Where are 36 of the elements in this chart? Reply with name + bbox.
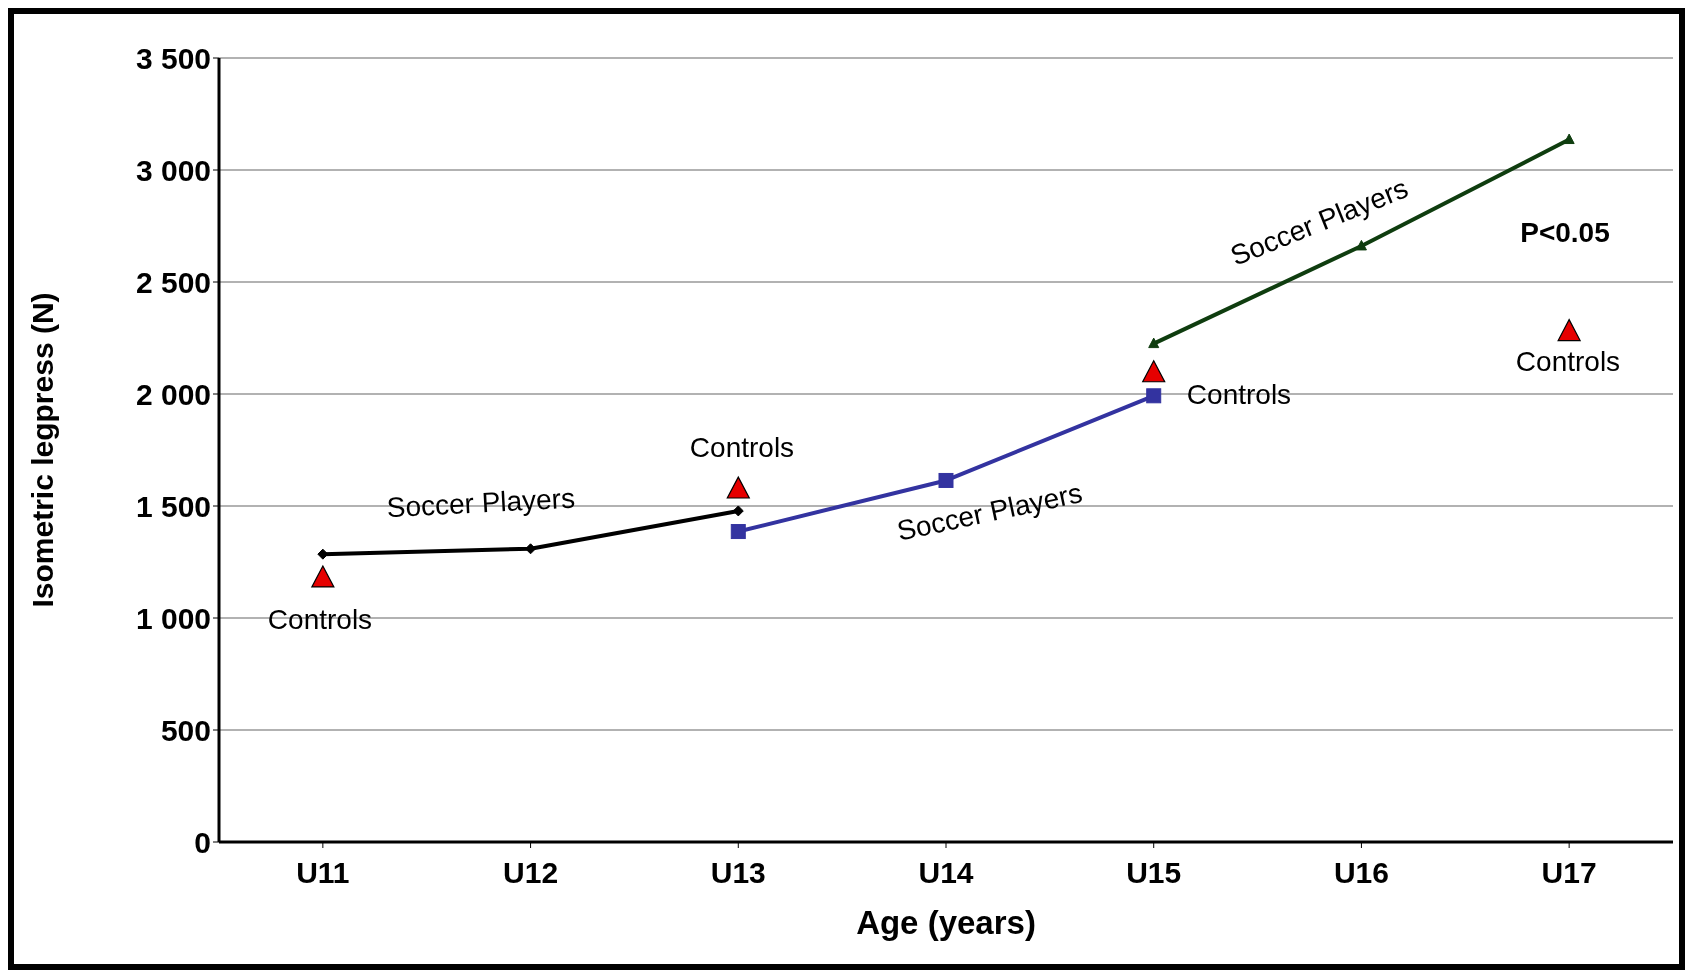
annotation: Soccer Players (894, 477, 1085, 547)
point (311, 565, 335, 588)
x-tick-label: U13 (710, 856, 766, 890)
y-tick-label: 0 (194, 825, 211, 859)
annotation: Controls (1515, 346, 1621, 378)
point (525, 543, 537, 555)
x-axis-title: Age (years) (856, 904, 1036, 941)
point (1142, 360, 1166, 383)
annotation: Soccer Players (386, 482, 576, 524)
point (730, 524, 746, 540)
point (1557, 319, 1581, 342)
annotation: Soccer Players (1226, 172, 1413, 272)
y-tick-label: 500 (160, 713, 211, 747)
point (1355, 239, 1367, 251)
y-tick-label: 3 000 (135, 153, 211, 187)
y-tick-label: 2 000 (135, 377, 211, 411)
y-tick-label: 1 500 (135, 489, 211, 523)
x-tick-label: U11 (296, 856, 350, 890)
x-tick-label: U17 (1541, 856, 1597, 890)
point (1148, 337, 1160, 349)
y-tick-label: 1 000 (135, 601, 211, 635)
y-axis-title: Isometric legpress (N) (25, 292, 59, 608)
point (938, 472, 954, 488)
x-tick-label: U12 (503, 856, 559, 890)
point (726, 476, 750, 499)
point (1563, 133, 1575, 145)
annotation: Controls (1186, 379, 1292, 411)
annotation: Controls (689, 432, 795, 464)
x-tick-label: U14 (918, 856, 974, 890)
x-tick-label: U16 (1333, 856, 1389, 890)
y-tick-label: 3 500 (135, 41, 211, 75)
annotation: Controls (267, 604, 373, 636)
point (1146, 388, 1162, 404)
x-tick-label: U15 (1126, 856, 1182, 890)
y-tick-label: 2 500 (135, 265, 211, 299)
annotation: P<0.05 (1520, 217, 1610, 249)
